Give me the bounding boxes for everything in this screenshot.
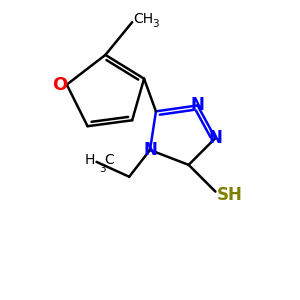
Text: N: N	[143, 141, 157, 159]
Text: 3: 3	[152, 19, 159, 29]
Text: O: O	[52, 76, 67, 94]
Text: C: C	[104, 153, 114, 167]
Text: 3: 3	[99, 164, 106, 174]
Text: N: N	[208, 129, 222, 147]
Text: N: N	[190, 96, 205, 114]
Text: H: H	[85, 153, 95, 167]
Text: CH: CH	[134, 12, 154, 26]
Text: SH: SH	[217, 186, 243, 204]
